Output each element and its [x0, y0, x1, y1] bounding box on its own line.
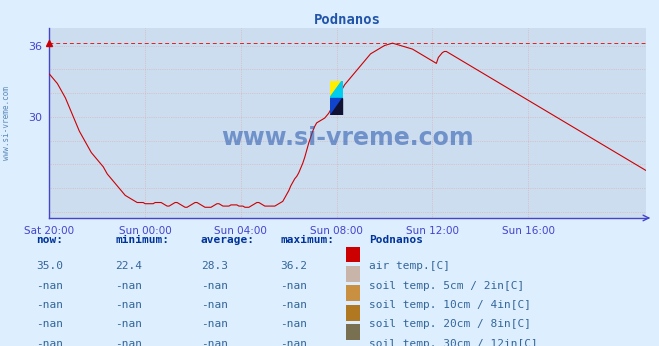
Text: -nan: -nan: [201, 319, 228, 329]
Text: -nan: -nan: [280, 281, 307, 291]
Text: soil temp. 20cm / 8in[C]: soil temp. 20cm / 8in[C]: [369, 319, 531, 329]
Title: Podnanos: Podnanos: [314, 12, 381, 27]
Text: -nan: -nan: [201, 339, 228, 346]
Text: -nan: -nan: [115, 300, 142, 310]
Text: now:: now:: [36, 235, 63, 245]
Text: minimum:: minimum:: [115, 235, 169, 245]
Bar: [346, 266, 360, 282]
Text: -nan: -nan: [201, 281, 228, 291]
Text: 36.2: 36.2: [280, 261, 307, 271]
Text: soil temp. 30cm / 12in[C]: soil temp. 30cm / 12in[C]: [369, 339, 538, 346]
Text: air temp.[C]: air temp.[C]: [369, 261, 450, 271]
Text: -nan: -nan: [36, 319, 63, 329]
Text: average:: average:: [201, 235, 255, 245]
Text: -nan: -nan: [280, 300, 307, 310]
Text: 22.4: 22.4: [115, 261, 142, 271]
Text: 35.0: 35.0: [36, 261, 63, 271]
Text: www.si-vreme.com: www.si-vreme.com: [221, 126, 474, 150]
Bar: [346, 247, 360, 263]
Text: -nan: -nan: [36, 300, 63, 310]
Text: www.si-vreme.com: www.si-vreme.com: [2, 86, 11, 160]
Text: 28.3: 28.3: [201, 261, 228, 271]
Text: -nan: -nan: [115, 319, 142, 329]
Text: -nan: -nan: [280, 339, 307, 346]
Text: maximum:: maximum:: [280, 235, 334, 245]
Text: soil temp. 5cm / 2in[C]: soil temp. 5cm / 2in[C]: [369, 281, 525, 291]
Text: soil temp. 10cm / 4in[C]: soil temp. 10cm / 4in[C]: [369, 300, 531, 310]
Polygon shape: [330, 81, 342, 98]
Text: Podnanos: Podnanos: [369, 235, 423, 245]
Bar: [346, 285, 360, 301]
Text: -nan: -nan: [115, 281, 142, 291]
Text: -nan: -nan: [201, 300, 228, 310]
Text: -nan: -nan: [36, 281, 63, 291]
Polygon shape: [330, 98, 342, 115]
Bar: [346, 305, 360, 320]
Polygon shape: [330, 98, 342, 115]
Text: -nan: -nan: [115, 339, 142, 346]
Polygon shape: [330, 81, 342, 98]
Text: -nan: -nan: [36, 339, 63, 346]
Text: -nan: -nan: [280, 319, 307, 329]
Bar: [346, 324, 360, 340]
